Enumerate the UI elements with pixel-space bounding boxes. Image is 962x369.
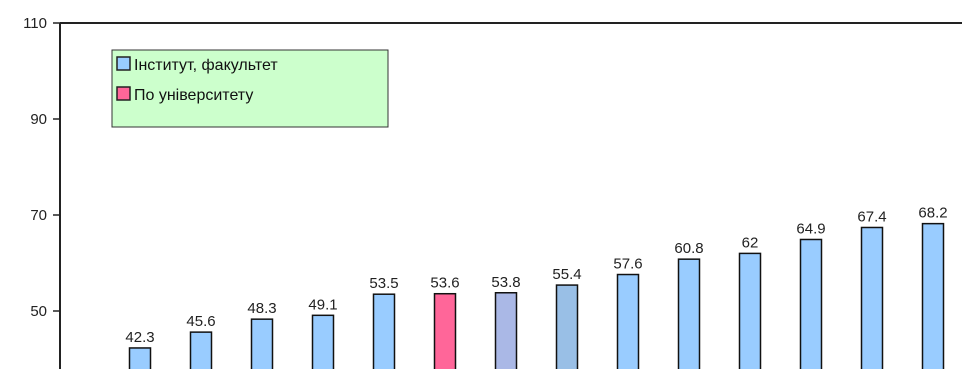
y-tick-label-90: 90 — [30, 111, 47, 128]
data-label-2: 45.6 — [186, 313, 215, 330]
data-label-1: 42.3 — [125, 329, 154, 346]
bar-14 — [921, 222, 945, 369]
data-label-13: 67.4 — [857, 208, 886, 225]
y-tick-label-50: 50 — [30, 303, 47, 320]
bar-3 — [250, 318, 274, 369]
bars — [128, 222, 945, 369]
bar-6 — [433, 292, 457, 369]
y-tick-label-110: 110 — [23, 15, 47, 32]
bar-4 — [311, 314, 335, 369]
legend: Інститут, факультет По університету — [111, 49, 389, 128]
data-label-12: 64.9 — [796, 220, 825, 237]
y-tick-label-70: 70 — [30, 207, 47, 224]
data-label-5: 53.5 — [369, 275, 398, 292]
legend-swatch-institute — [116, 56, 131, 71]
y-axis: 50 70 90 110 — [23, 15, 962, 369]
bar-2 — [189, 331, 213, 369]
bar-5 — [372, 293, 396, 369]
bar-9 — [616, 273, 640, 369]
bar-7 — [494, 292, 518, 369]
legend-box — [111, 49, 389, 128]
data-label-10: 60.8 — [674, 240, 703, 257]
bar-10 — [677, 258, 701, 369]
data-label-7: 53.8 — [491, 274, 520, 291]
data-labels: 42.3 45.6 48.3 49.1 53.5 53.6 53.8 55.4 57.6 60.8… — [125, 205, 947, 346]
data-label-14: 68.2 — [918, 205, 947, 222]
data-label-9: 57.6 — [613, 256, 642, 273]
data-label-3: 48.3 — [247, 300, 276, 317]
bar-12 — [799, 238, 823, 369]
bar-13 — [860, 226, 884, 369]
data-label-4: 49.1 — [308, 296, 337, 313]
data-label-11: 62 — [742, 234, 759, 251]
data-label-8: 55.4 — [552, 266, 581, 283]
bar-11 — [738, 252, 762, 369]
data-label-6: 53.6 — [430, 275, 459, 292]
legend-swatch-university — [116, 86, 131, 101]
bar-8 — [555, 284, 579, 369]
bar-1 — [128, 347, 152, 369]
legend-label-university: По університету — [134, 87, 253, 104]
legend-label-institute: Інститут, факультет — [134, 57, 278, 74]
